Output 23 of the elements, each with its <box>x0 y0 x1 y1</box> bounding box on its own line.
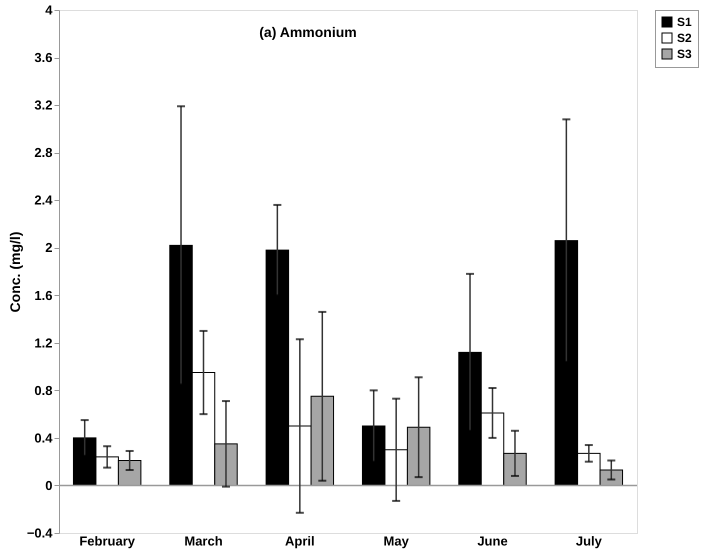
y-tick-label: 2.8 <box>34 145 52 160</box>
y-tick-label: 1.6 <box>34 288 52 303</box>
y-tick-label: 1.2 <box>34 335 52 350</box>
legend-label: S3 <box>677 47 692 61</box>
y-axis-title: Conc. (mg/l) <box>6 232 23 312</box>
y-tick-label: 3.6 <box>34 50 52 66</box>
legend-label: S2 <box>677 31 692 45</box>
y-tick-label: 0.8 <box>34 382 52 398</box>
x-tick-label: April <box>285 534 315 548</box>
y-tick-label: 2 <box>45 240 52 256</box>
x-tick-label: February <box>79 534 136 548</box>
y-tick-label: −0.4 <box>26 526 54 540</box>
y-tick-label: 3.2 <box>34 98 52 113</box>
x-tick-label: May <box>384 534 410 548</box>
legend-label: S1 <box>677 15 692 29</box>
y-tick-label: 4 <box>45 2 54 18</box>
text: (a) Ammonium <box>259 24 357 40</box>
x-tick-label: March <box>184 534 223 548</box>
x-tick-label: July <box>576 534 603 548</box>
y-tick-label: 2.4 <box>34 192 54 208</box>
x-tick-label: June <box>477 534 508 548</box>
y-tick-label: 0 <box>45 478 52 493</box>
y-tick-label: 0.4 <box>34 430 54 446</box>
